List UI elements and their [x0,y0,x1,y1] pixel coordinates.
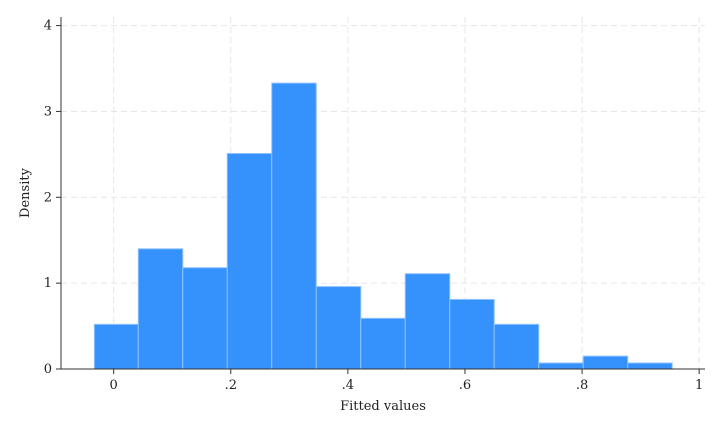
x-tick-label: .4 [342,378,354,393]
tick-marks [56,25,700,374]
histogram-bar-4 [226,153,273,370]
histogram-bar-11 [538,362,584,370]
histogram-bar-3 [182,267,228,370]
histogram-bar-5 [271,82,317,370]
histogram-bar-6 [315,286,362,370]
histogram-bar-1 [93,323,139,370]
histogram-bar-10 [493,323,540,370]
histogram-bar-7 [360,317,406,370]
y-tick-label: 4 [44,19,52,34]
x-tick-label: .2 [225,378,237,393]
histogram-bar-2 [137,248,184,370]
y-tick-label: 0 [44,362,52,377]
x-axis-title: Fitted values [340,399,426,414]
histogram-bar-13 [627,362,673,370]
x-tick-label: .8 [576,378,588,393]
histogram-bar-9 [449,298,495,370]
axes [60,17,705,370]
y-axis-title: Density [18,167,33,218]
histogram-bar-8 [404,273,451,370]
x-tick-label: .6 [459,378,471,393]
y-tick-label: 2 [44,190,52,205]
x-tick-label: 1 [695,378,703,393]
histogram-bar-12 [582,355,629,370]
x-tick-label: 0 [110,378,118,393]
histogram-bars [93,82,673,370]
y-tick-label: 3 [44,104,52,119]
y-tick-label: 1 [44,276,52,291]
